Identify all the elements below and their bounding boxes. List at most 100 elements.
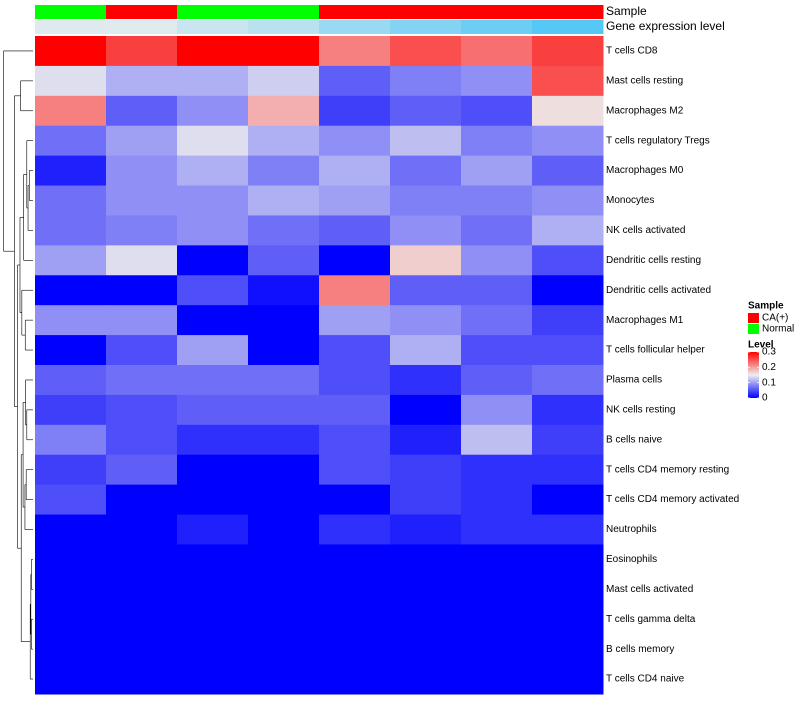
- heatmap-cell: [461, 125, 533, 157]
- row-label: Neutrophils: [606, 524, 657, 535]
- row-label: Macrophages M1: [606, 315, 684, 326]
- heatmap-cell: [106, 185, 178, 216]
- heatmap-cell: [461, 185, 533, 216]
- row-label: T cells CD4 memory resting: [606, 464, 729, 475]
- heatmap-cell: [177, 514, 249, 545]
- gene-expression-annotation-cell: [248, 20, 320, 34]
- heatmap-cell: [319, 634, 391, 665]
- heatmap-cell: [106, 544, 178, 575]
- heatmap-cell: [106, 574, 178, 605]
- heatmap-cell: [35, 574, 107, 605]
- heatmap-cell: [177, 664, 249, 695]
- heatmap-cell: [390, 185, 462, 216]
- heatmap-cell: [177, 484, 249, 516]
- gene-expression-annotation-cell: [461, 20, 533, 34]
- heatmap-cell: [319, 514, 391, 545]
- row-label: Eosinophils: [606, 554, 657, 565]
- heatmap-cell: [319, 335, 391, 366]
- heatmap-cell: [319, 484, 391, 516]
- sample-annotation-cell: [177, 5, 249, 19]
- heatmap-cell: [248, 604, 320, 635]
- heatmap-cell: [390, 335, 462, 366]
- heatmap-cell: [106, 514, 178, 545]
- heatmap-cell: [390, 245, 462, 276]
- heatmap-cell: [248, 664, 320, 695]
- heatmap-cell: [177, 365, 249, 396]
- heatmap-cell: [106, 604, 178, 635]
- heatmap-cell: [319, 95, 391, 127]
- heatmap-cell: [35, 544, 107, 575]
- heatmap-cell: [248, 574, 320, 605]
- gene-expression-annotation-cell: [35, 20, 107, 34]
- heatmap-cell: [461, 215, 533, 246]
- heatmap-cell: [248, 454, 320, 486]
- gene-expression-annotation-cell: [532, 20, 604, 34]
- heatmap-cell: [390, 454, 462, 486]
- heatmap-cell: [461, 604, 533, 635]
- heatmap-cell: [177, 185, 249, 216]
- heatmap-cell: [177, 544, 249, 575]
- heatmap-cell: [35, 514, 107, 545]
- heatmap-cell: [461, 514, 533, 545]
- gene-expression-annotation-label: Gene expression level: [606, 19, 725, 33]
- row-label: Monocytes: [606, 195, 654, 206]
- heatmap-cell: [177, 155, 249, 187]
- heatmap-cell: [461, 305, 533, 336]
- heatmap-cell: [319, 604, 391, 635]
- heatmap-cell: [248, 215, 320, 246]
- heatmap-cell: [35, 125, 107, 157]
- heatmap-cell: [461, 634, 533, 665]
- heatmap-cell: [106, 305, 178, 336]
- heatmap-cell: [390, 604, 462, 635]
- heatmap-cell: [248, 484, 320, 516]
- heatmap-cell: [532, 275, 604, 306]
- heatmap-cell: [390, 484, 462, 516]
- heatmap-cell: [319, 36, 391, 67]
- row-label: Dendritic cells activated: [606, 285, 711, 296]
- heatmap-cell: [177, 215, 249, 246]
- row-label: T cells regulatory Tregs: [606, 135, 710, 146]
- heatmap-cell: [106, 365, 178, 396]
- row-dendrogram: [3, 50, 33, 680]
- heatmap-cell: [461, 394, 533, 426]
- heatmap-cell: [106, 335, 178, 366]
- heatmap-cell: [461, 335, 533, 366]
- heatmap-cell: [177, 574, 249, 605]
- heatmap-cell: [35, 305, 107, 336]
- heatmap-cell: [106, 275, 178, 306]
- heatmap-cell: [532, 155, 604, 187]
- row-label: T cells gamma delta: [606, 614, 696, 625]
- heatmap-cell: [248, 185, 320, 216]
- heatmap-cell: [461, 36, 533, 67]
- heatmap-cell: [319, 275, 391, 306]
- heatmap-cell: [248, 335, 320, 366]
- heatmap-cell: [106, 634, 178, 665]
- heatmap-cell: [35, 424, 107, 456]
- heatmap-cell: [390, 544, 462, 575]
- heatmap-cell: [532, 65, 604, 97]
- sample-annotation-cell: [461, 5, 533, 19]
- heatmap-cell: [248, 125, 320, 157]
- sample-annotation-cell: [390, 5, 462, 19]
- heatmap-cell: [248, 275, 320, 306]
- heatmap-cell: [319, 185, 391, 216]
- heatmap-cell: [248, 365, 320, 396]
- heatmap-cell: [248, 544, 320, 575]
- legend-level-title: Level: [748, 340, 774, 351]
- heatmap-cell: [390, 65, 462, 97]
- sample-annotation-cell: [106, 5, 178, 19]
- heatmap-cell: [35, 634, 107, 665]
- heatmap-cell: [319, 574, 391, 605]
- heatmap-cell: [35, 36, 107, 67]
- sample-annotation-label: Sample: [606, 4, 647, 18]
- heatmap-cell: [390, 514, 462, 545]
- heatmap-cell: [106, 424, 178, 456]
- legend-colorbar: [748, 352, 759, 398]
- heatmap-cell: [390, 155, 462, 187]
- legend-tick-label: 0.1: [762, 377, 776, 388]
- heatmap-cell: [248, 424, 320, 456]
- heatmap-cell: [248, 95, 320, 127]
